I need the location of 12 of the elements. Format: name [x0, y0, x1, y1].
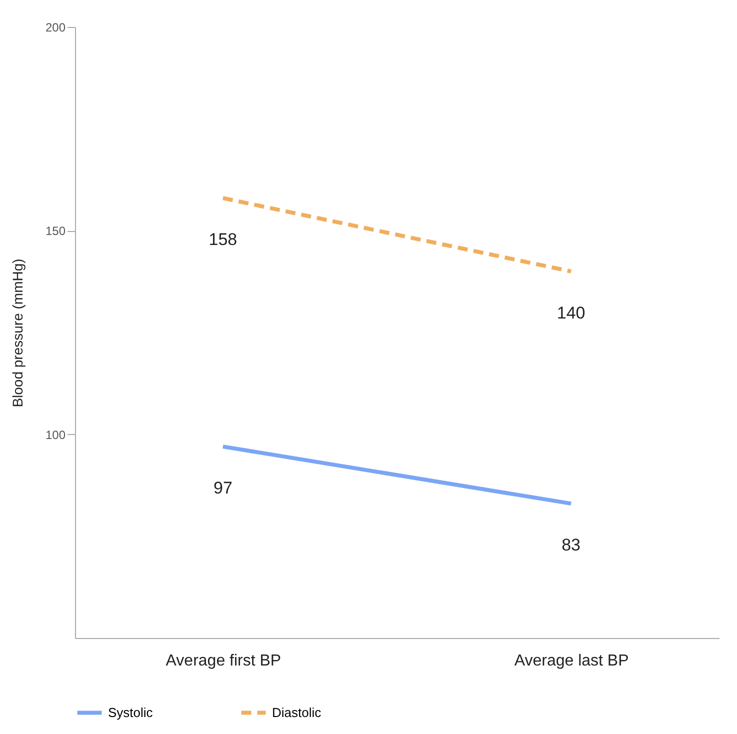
- data-label: 158: [208, 230, 238, 250]
- y-axis-title: Blood pressure (mmHg): [9, 258, 26, 408]
- data-label: 97: [213, 478, 232, 498]
- data-label: 83: [562, 536, 581, 555]
- y-tick-label: 200: [45, 20, 66, 34]
- y-tick-label: 150: [45, 224, 66, 238]
- y-tick-label: 100: [45, 428, 66, 442]
- data-label: 140: [556, 303, 586, 322]
- x-tick-label: Average first BP: [166, 652, 282, 670]
- x-tick-label: Average last BP: [514, 652, 629, 670]
- legend-label: Systolic: [108, 704, 154, 720]
- legend-label: Diastolic: [272, 704, 322, 720]
